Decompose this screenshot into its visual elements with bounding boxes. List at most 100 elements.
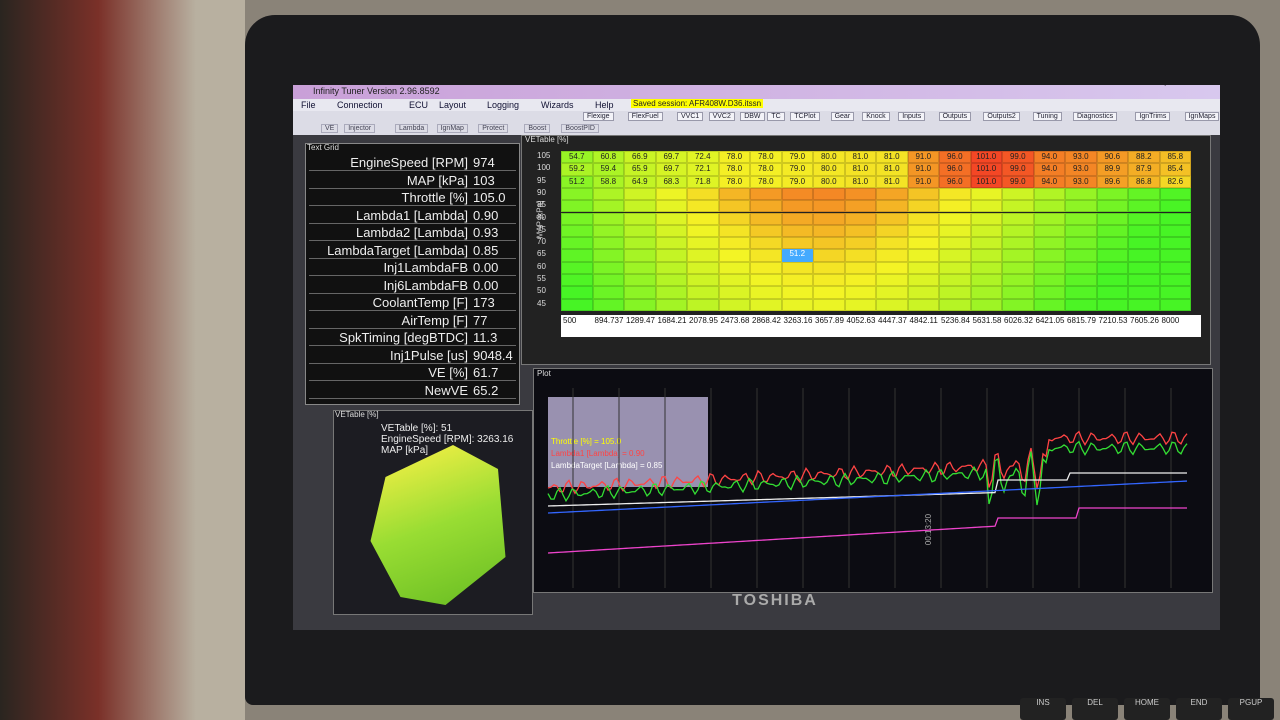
ve-cell: [718, 249, 750, 262]
grid-value: 0.00: [473, 260, 499, 275]
tab[interactable]: TCPlot: [790, 112, 820, 121]
menu-item[interactable]: Connection: [337, 100, 383, 110]
ve-cell: [1096, 249, 1128, 262]
ve-cell: [781, 286, 813, 299]
ve-cell: [939, 298, 971, 311]
ve-cell: [907, 274, 939, 287]
tab[interactable]: Diagnostics: [1073, 112, 1118, 121]
tab[interactable]: Outputs2: [983, 112, 1020, 121]
tab[interactable]: IgnTrims: [1135, 112, 1171, 121]
ve-cell: [1159, 187, 1191, 201]
ve-cell: 96.0: [939, 163, 971, 176]
ve-cell: [1065, 237, 1097, 250]
background: [0, 0, 245, 720]
ve-cell: [907, 298, 939, 311]
ve-cell: 78.0: [718, 175, 750, 188]
ve-cell: [718, 200, 750, 213]
ve-cell: [592, 249, 624, 262]
ve-cell: 59.2: [561, 163, 593, 176]
ve-cell: 79.0: [781, 175, 813, 188]
tab[interactable]: Outputs: [938, 112, 972, 121]
ve-cell: [939, 237, 971, 250]
subtab[interactable]: BoostPID: [561, 124, 599, 133]
ve-cell: 88.2: [1128, 151, 1160, 164]
ve-cell: [687, 274, 719, 287]
menu-item[interactable]: Layout: [439, 100, 467, 110]
tab[interactable]: Tuning: [1032, 112, 1062, 121]
ve-cell: [876, 200, 908, 213]
rpm-label: 6026.32: [1004, 316, 1033, 325]
tab[interactable]: Inputs: [898, 112, 926, 121]
ve-cell: [1128, 200, 1160, 213]
menu-item[interactable]: ECU: [409, 100, 429, 110]
ve-cell: [1033, 237, 1065, 250]
ve-cell: 94.0: [1033, 163, 1065, 176]
ve-cell: [844, 249, 876, 262]
ve-cell: [718, 274, 750, 287]
rpm-label: 4447.37: [878, 316, 907, 325]
tab[interactable]: DBW: [740, 112, 765, 121]
subtab[interactable]: VE: [321, 124, 339, 133]
ve-cell: [1033, 187, 1065, 201]
legend-entry: Throttle [%] = 105.0: [551, 437, 622, 446]
ve-cell: [624, 187, 656, 201]
ve-cell: [813, 187, 845, 201]
rpm-label: 8000: [1161, 316, 1180, 325]
tab[interactable]: IgnMaps: [1184, 112, 1220, 121]
ve-cell: [1128, 187, 1160, 201]
ve-cell: [813, 261, 845, 274]
ve-cell: [718, 212, 750, 225]
subtab[interactable]: IgnMap: [436, 124, 468, 133]
ve-cell: [1159, 200, 1191, 213]
subtab[interactable]: Lambda: [395, 124, 429, 133]
ve-cell: [970, 286, 1002, 299]
legend-entry: Lambda1 [Lambda] = 0.90: [551, 449, 645, 458]
tab[interactable]: VVC1: [677, 112, 704, 121]
ve-cell: [561, 286, 593, 299]
ve-cell: [718, 187, 750, 201]
ve-cell: [970, 274, 1002, 287]
ve-cell: [1002, 261, 1034, 274]
ve-cell: 94.0: [1033, 151, 1065, 164]
ve-cell: [844, 187, 876, 201]
ve-cell: [781, 237, 813, 250]
rpm-label: 1684.21: [657, 316, 687, 325]
ve-cell: [1128, 298, 1160, 311]
ve-cell: [561, 187, 593, 201]
tab[interactable]: Knock: [862, 112, 890, 121]
subtab[interactable]: Boost: [524, 124, 551, 133]
ve-cell: 101.0: [970, 163, 1002, 176]
tab[interactable]: Flexige: [583, 112, 614, 121]
subtab[interactable]: Injector: [344, 124, 376, 133]
grid-value: 61.7: [473, 365, 499, 380]
ve-cell: 69.7: [655, 151, 687, 164]
grid-name: Lambda2 [Lambda]: [355, 225, 468, 240]
menu-item[interactable]: Wizards: [541, 100, 574, 110]
ve-cell: [1002, 212, 1034, 225]
menu-item[interactable]: File: [301, 100, 316, 110]
tab[interactable]: Gear: [830, 112, 855, 121]
ve-cell: [687, 237, 719, 250]
screen: Infinity Tuner Version 2.96.8592 Session …: [293, 85, 1220, 630]
menu-item[interactable]: Help: [595, 100, 614, 110]
tab[interactable]: TC: [767, 112, 785, 121]
grid-value: 103: [473, 172, 495, 188]
ve-cell: [939, 187, 971, 201]
rpm-label: 6421.05: [1035, 316, 1065, 325]
ve-cell: [907, 249, 939, 262]
ve-cell: [939, 200, 971, 213]
tab[interactable]: FlexFuel: [627, 112, 663, 121]
surface-readout: MAP [kPa]: [381, 445, 429, 456]
subtab[interactable]: Protect: [478, 124, 509, 133]
ve-cell: 60.8: [592, 151, 624, 164]
map-label: 50: [537, 286, 546, 296]
ve-cell: [907, 224, 939, 238]
ve-cell: [624, 212, 656, 225]
ve-cell: 80.0: [813, 163, 845, 176]
menu-item[interactable]: Logging: [487, 100, 520, 110]
trace: [547, 440, 1188, 506]
ve-cell: [1096, 237, 1128, 250]
tab[interactable]: VVC2: [708, 112, 735, 121]
ve-cell: [907, 187, 939, 201]
ve-cell: 85.8: [1159, 151, 1191, 164]
